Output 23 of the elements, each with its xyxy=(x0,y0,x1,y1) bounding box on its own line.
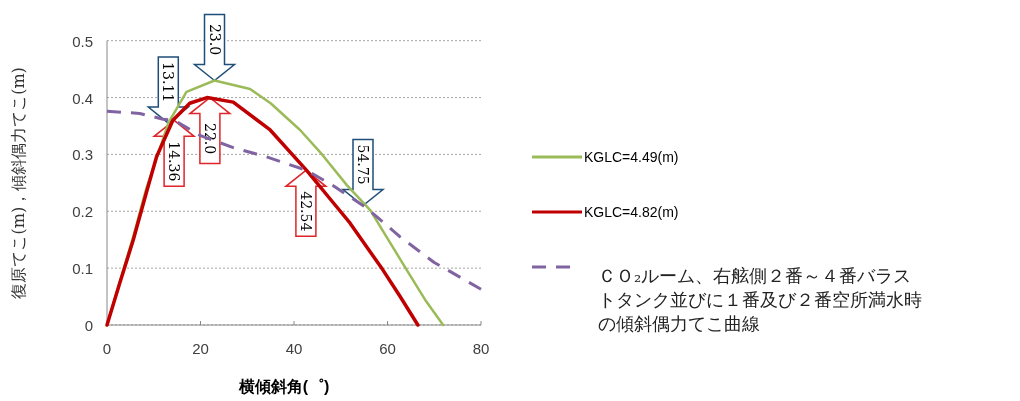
x-axis-title: 横傾斜角(゜) xyxy=(237,378,330,395)
y-tick-label: 0.4 xyxy=(72,89,93,107)
y-tick-label: 0.1 xyxy=(72,260,93,278)
x-tick-label: 60 xyxy=(379,340,396,357)
annotation: 14.36 xyxy=(166,141,183,182)
x-tick-label: 0 xyxy=(102,340,112,357)
annotation: 42.54 xyxy=(297,191,314,232)
annotation: 23.0 xyxy=(206,23,223,56)
annotation: 22.0 xyxy=(201,122,218,155)
x-tick-label: 40 xyxy=(285,340,303,357)
legend-label: KGLC=4.49(m) xyxy=(584,149,679,165)
y-tick-label: 0.2 xyxy=(72,203,93,221)
x-tick-label: 20 xyxy=(192,340,209,357)
x-tick-label: 80 xyxy=(472,340,490,357)
y-tick-label: 0.3 xyxy=(72,146,93,164)
legend-label: KGLC=4.82(m) xyxy=(584,204,679,220)
annotation: 13.11 xyxy=(160,62,177,103)
y-tick-label: 0 xyxy=(84,317,93,334)
annotation: 54.75 xyxy=(354,144,371,185)
y-axis-title: 復原てこ(m)，傾斜偶力てこ(m) xyxy=(9,67,28,299)
legend-label: ＣＯ₂ルーム、右舷側２番～４番バラストタンク並びに１番及び２番空所満水時の傾斜偶力てこ曲線 xyxy=(598,265,922,334)
line-series xyxy=(105,109,483,291)
y-tick-label: 0.5 xyxy=(72,32,93,50)
